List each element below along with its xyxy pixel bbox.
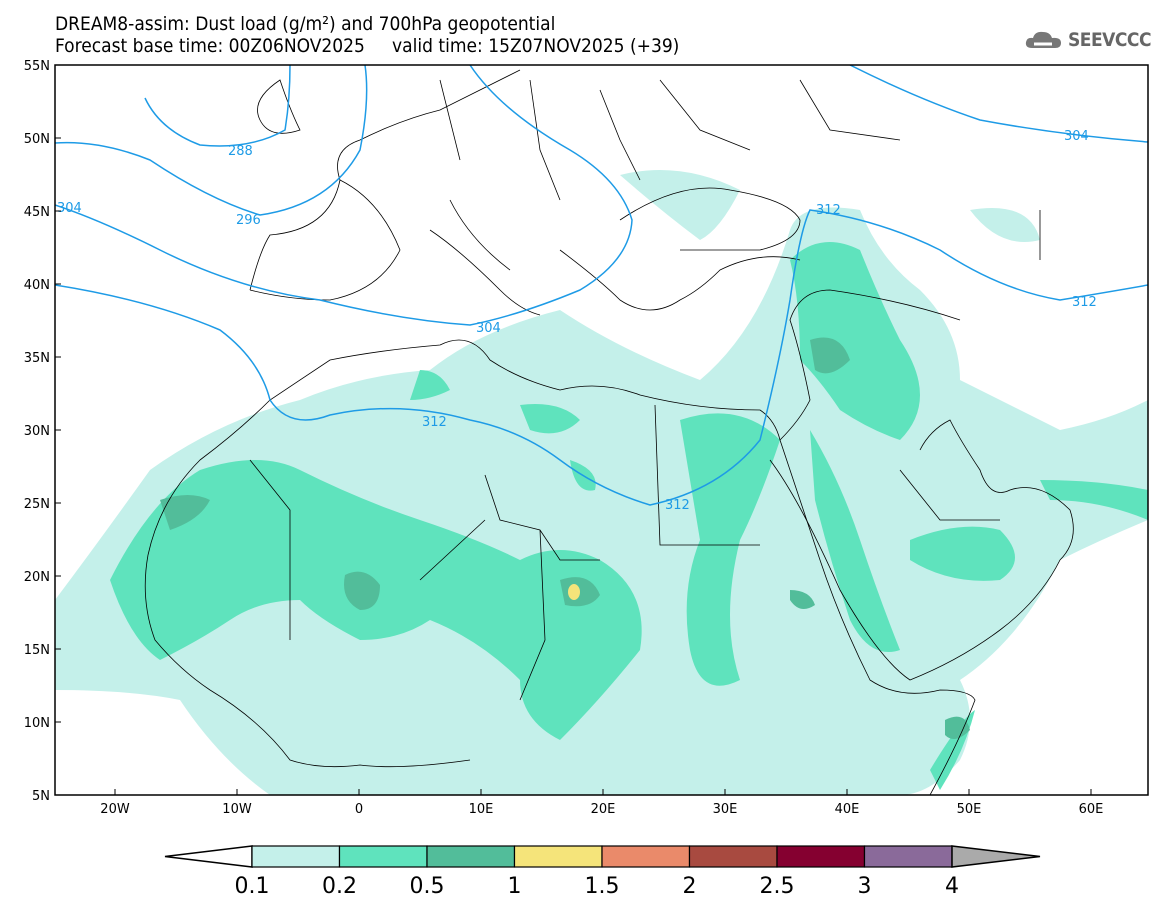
lon-tick-label: 50E — [957, 802, 982, 817]
geopotential-contours — [55, 65, 1148, 506]
colorbar-swatch — [601, 845, 691, 868]
colorbar-label: 0.5 — [410, 874, 445, 899]
colorbar-label: 2.5 — [760, 874, 795, 899]
colorbar-label: 0.2 — [322, 874, 357, 899]
lat-tick-label: 20N — [24, 570, 50, 585]
lon-tick-label: 60E — [1079, 802, 1104, 817]
lon-tick-label: 0 — [355, 802, 363, 817]
colorbar-under-arrow — [164, 845, 253, 868]
logo-text: SEEVCCC — [1067, 29, 1152, 51]
contour-label: 304 — [57, 201, 82, 216]
colorbar-swatch — [251, 845, 341, 868]
contour-label: 312 — [422, 415, 447, 430]
colorbar-swatch — [688, 845, 778, 868]
colorbar-label: 0.1 — [235, 874, 270, 899]
contour-label: 304 — [1064, 129, 1089, 144]
dust-shading — [55, 170, 1148, 795]
contour-label: 312 — [1072, 295, 1097, 310]
contour-label: 288 — [228, 144, 253, 159]
contour-label: 304 — [476, 321, 501, 336]
contour-label: 296 — [236, 213, 261, 228]
colorbar-swatch — [776, 845, 866, 868]
dust-level-0.2 — [810, 430, 1148, 790]
colorbar-over-arrow — [951, 845, 1041, 868]
colorbar-swatch — [338, 845, 428, 868]
lon-tick-label: 20E — [591, 802, 616, 817]
colorbar-label: 4 — [945, 874, 959, 899]
lon-tick-label: 20W — [100, 802, 130, 817]
lon-tick-label: 10W — [222, 802, 252, 817]
lat-tick-label: 25N — [24, 497, 50, 512]
lat-tick-label: 40N — [24, 278, 50, 293]
colorbar-label: 1 — [508, 874, 522, 899]
lat-tick-label: 55N — [24, 59, 50, 74]
lat-tick-label: 5N — [32, 789, 50, 804]
lat-tick-label: 45N — [24, 205, 50, 220]
lon-tick-label: 10E — [469, 802, 494, 817]
colorbar-swatch — [426, 845, 516, 868]
seevccc-logo: SEEVCCC — [1024, 28, 1152, 52]
lat-tick-label: 30N — [24, 424, 50, 439]
lon-tick-label: 40E — [835, 802, 860, 817]
lat-tick-label: 10N — [24, 716, 50, 731]
dust-level-0.1 — [620, 170, 1040, 242]
lat-tick-label: 50N — [24, 132, 50, 147]
colorbar: 0.1 0.2 0.5 1 1.5 2 2.5 3 4 — [164, 845, 1041, 899]
map-axes: 55N 50N 45N 40N 35N 30N 25N 20N 15N 10N 5N 20W 10W 0 1… — [24, 59, 1104, 817]
dust-level-0.2 — [680, 242, 920, 686]
colorbar-label: 2 — [683, 874, 697, 899]
colorbar-label: 3 — [858, 874, 872, 899]
dust-level-1 — [568, 584, 580, 600]
lat-tick-label: 35N — [24, 351, 50, 366]
colorbar-label: 1.5 — [585, 874, 620, 899]
contour-labels: 288 296 304 304 312 312 312 312 304 — [57, 129, 1097, 513]
coastlines-and-borders — [144, 69, 1074, 795]
contour-label: 312 — [816, 203, 841, 218]
map-title: DREAM8-assim: Dust load (g/m²) and 700hP… — [55, 13, 556, 35]
colorbar-swatch — [863, 845, 953, 868]
cloud-icon — [1025, 31, 1061, 48]
lon-tick-label: 30E — [713, 802, 738, 817]
colorbar-swatch — [513, 845, 603, 868]
contour-label: 312 — [665, 498, 690, 513]
map-subtitle: Forecast base time: 00Z06NOV2025 valid t… — [55, 35, 680, 57]
lat-tick-label: 15N — [24, 643, 50, 658]
dust-level-0.2 — [410, 370, 596, 491]
